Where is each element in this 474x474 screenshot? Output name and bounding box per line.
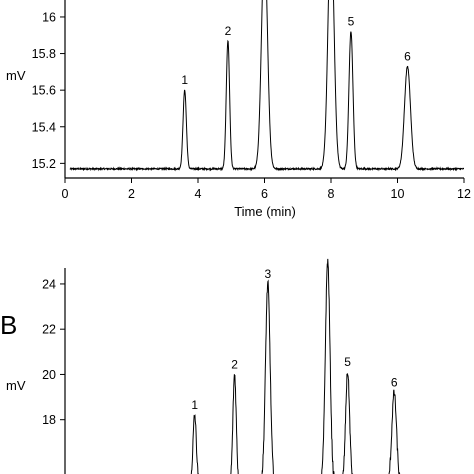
x-tick-label: 2	[128, 187, 135, 201]
x-tick-label: 12	[457, 187, 471, 201]
chromatogram-panel-b: B mV 18 20 22 24 1 2 3 5 6	[0, 258, 401, 474]
x-tick-label: 6	[261, 187, 268, 201]
y-tick-label: 24	[42, 277, 56, 291]
peak-label: 2	[225, 24, 232, 38]
peak-label: 3	[264, 267, 271, 281]
peak-label: 1	[181, 73, 188, 87]
chromatogram-trace	[190, 258, 401, 474]
y-tick-label: 22	[42, 323, 56, 337]
x-tick-label: 4	[195, 187, 202, 201]
chromatogram-trace	[69, 0, 465, 172]
peak-label: 5	[348, 15, 355, 29]
panel-a-x-axis-label: Time (min)	[234, 204, 296, 219]
y-tick-label: 15.2	[32, 157, 56, 171]
panel-b-y-axis-label: mV	[6, 378, 26, 393]
y-tick-label: 15.4	[32, 120, 56, 134]
y-tick-label: 20	[42, 368, 56, 382]
x-tick-label: 0	[62, 187, 69, 201]
x-tick-label: 10	[391, 187, 405, 201]
peak-label: 6	[391, 376, 398, 390]
y-tick-label: 15.8	[32, 47, 56, 61]
peak-label: 6	[404, 49, 411, 63]
y-tick-label: 15.6	[32, 84, 56, 98]
peak-label: 5	[344, 355, 351, 369]
y-tick-label: 18	[42, 413, 56, 427]
y-tick-label: 16	[42, 10, 56, 24]
panel-b-label: B	[0, 310, 17, 340]
x-tick-label: 8	[328, 187, 335, 201]
peak-label: 2	[231, 357, 238, 371]
panel-a-y-axis-label: mV	[6, 68, 26, 83]
peak-label: 1	[191, 398, 198, 412]
